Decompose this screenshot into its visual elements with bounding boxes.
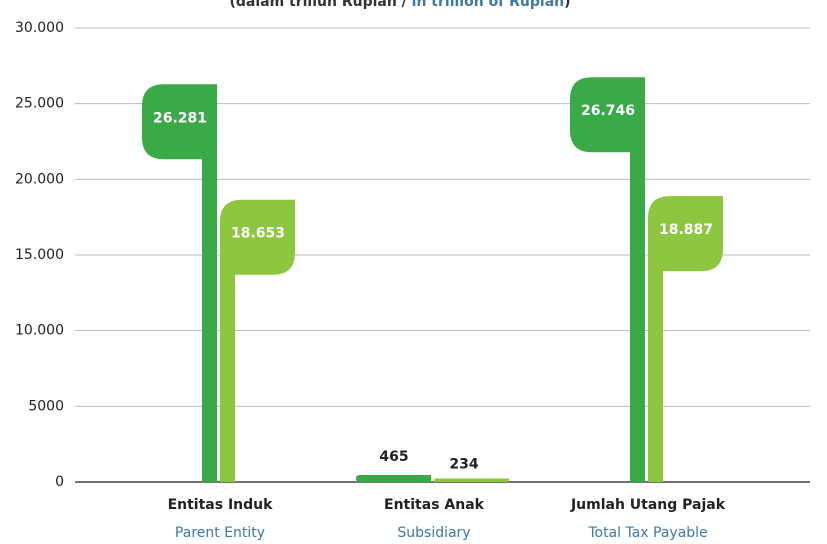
- value-label: 234: [449, 456, 478, 472]
- value-label: 465: [379, 449, 408, 465]
- subtitle-en: in trillion of Rupiah: [412, 0, 564, 10]
- bar: [570, 77, 645, 482]
- value-label: 18.653: [231, 226, 285, 242]
- x-tick-label: Jumlah Utang Pajak: [570, 497, 726, 513]
- value-label: 26.281: [153, 110, 207, 126]
- x-tick-label-en: Parent Entity: [175, 525, 265, 541]
- bar: [142, 84, 217, 482]
- subtitle: (dalam triliun Rupiah / in trillion of R…: [229, 0, 570, 10]
- y-tick-label: 20.000: [15, 171, 64, 187]
- y-tick-label: 15.000: [15, 247, 64, 263]
- x-tick-label-en: Total Tax Payable: [587, 525, 707, 541]
- subtitle-end: ): [564, 0, 570, 10]
- x-tick-label: Entitas Anak: [384, 497, 485, 513]
- bar: [356, 474, 431, 482]
- value-label: 26.746: [581, 103, 635, 119]
- bar: [648, 196, 723, 482]
- y-tick-label: 5000: [28, 398, 64, 414]
- bar: [434, 478, 509, 482]
- subtitle-id: (dalam triliun Rupiah /: [229, 0, 411, 10]
- y-tick-label: 25.000: [15, 96, 64, 112]
- bar: [220, 199, 295, 482]
- x-tick-label: Entitas Induk: [168, 497, 274, 513]
- y-tick-label: 0: [55, 474, 64, 490]
- value-label: 18.887: [659, 222, 713, 238]
- y-tick-label: 10.000: [15, 323, 64, 339]
- y-tick-label: 30.000: [15, 20, 64, 36]
- x-tick-label-en: Subsidiary: [397, 525, 470, 541]
